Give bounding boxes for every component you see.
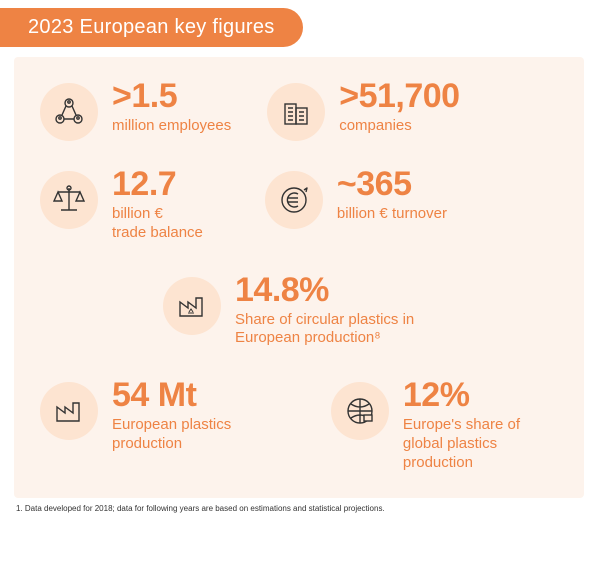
- stat-label: billion € trade balance: [112, 205, 203, 243]
- stat-global-share: 12% Europe's share of global plastics pr…: [331, 378, 558, 472]
- factory-icon: [40, 382, 98, 440]
- stat-value: >51,700: [339, 79, 459, 113]
- stat-value: 54 Mt: [112, 378, 277, 412]
- stat-row: >1.5 million employees >51,700 companies: [40, 79, 558, 141]
- stat-companies: >51,700 companies: [267, 79, 459, 141]
- stat-value: >1.5: [112, 79, 231, 113]
- stat-value: ~365: [337, 167, 447, 201]
- stat-value: 12%: [403, 378, 558, 412]
- stat-eu-production: 54 Mt European plastics production: [40, 378, 277, 472]
- scales-icon: [40, 171, 98, 229]
- stat-label: Share of circular plastics in European p…: [235, 311, 435, 349]
- stat-label: billion € turnover: [337, 205, 447, 224]
- stat-value: 14.8%: [235, 273, 435, 307]
- stat-label: Europe's share of global plastics produc…: [403, 416, 558, 472]
- stat-row: 54 Mt European plastics production 12% E…: [40, 378, 558, 472]
- stat-label: million employees: [112, 117, 231, 136]
- footnote-text: 1. Data developed for 2018; data for fol…: [16, 504, 598, 513]
- figures-panel: >1.5 million employees >51,700 companies: [14, 57, 584, 498]
- stat-circular-share: 14.8% Share of circular plastics in Euro…: [163, 273, 435, 349]
- globe-icon: [331, 382, 389, 440]
- factory-recycle-icon: [163, 277, 221, 335]
- stat-row: 12.7 billion € trade balance ~365 billio…: [40, 167, 558, 243]
- header-title: 2023 European key figures: [0, 8, 303, 47]
- people-network-icon: [40, 83, 98, 141]
- stat-trade-balance: 12.7 billion € trade balance: [40, 167, 203, 243]
- stat-label: European plastics production: [112, 416, 277, 454]
- stat-value: 12.7: [112, 167, 203, 201]
- stat-row: 14.8% Share of circular plastics in Euro…: [40, 273, 558, 349]
- buildings-icon: [267, 83, 325, 141]
- stat-label: companies: [339, 117, 459, 136]
- stat-turnover: ~365 billion € turnover: [265, 167, 447, 243]
- euro-cycle-icon: [265, 171, 323, 229]
- stat-employees: >1.5 million employees: [40, 79, 231, 141]
